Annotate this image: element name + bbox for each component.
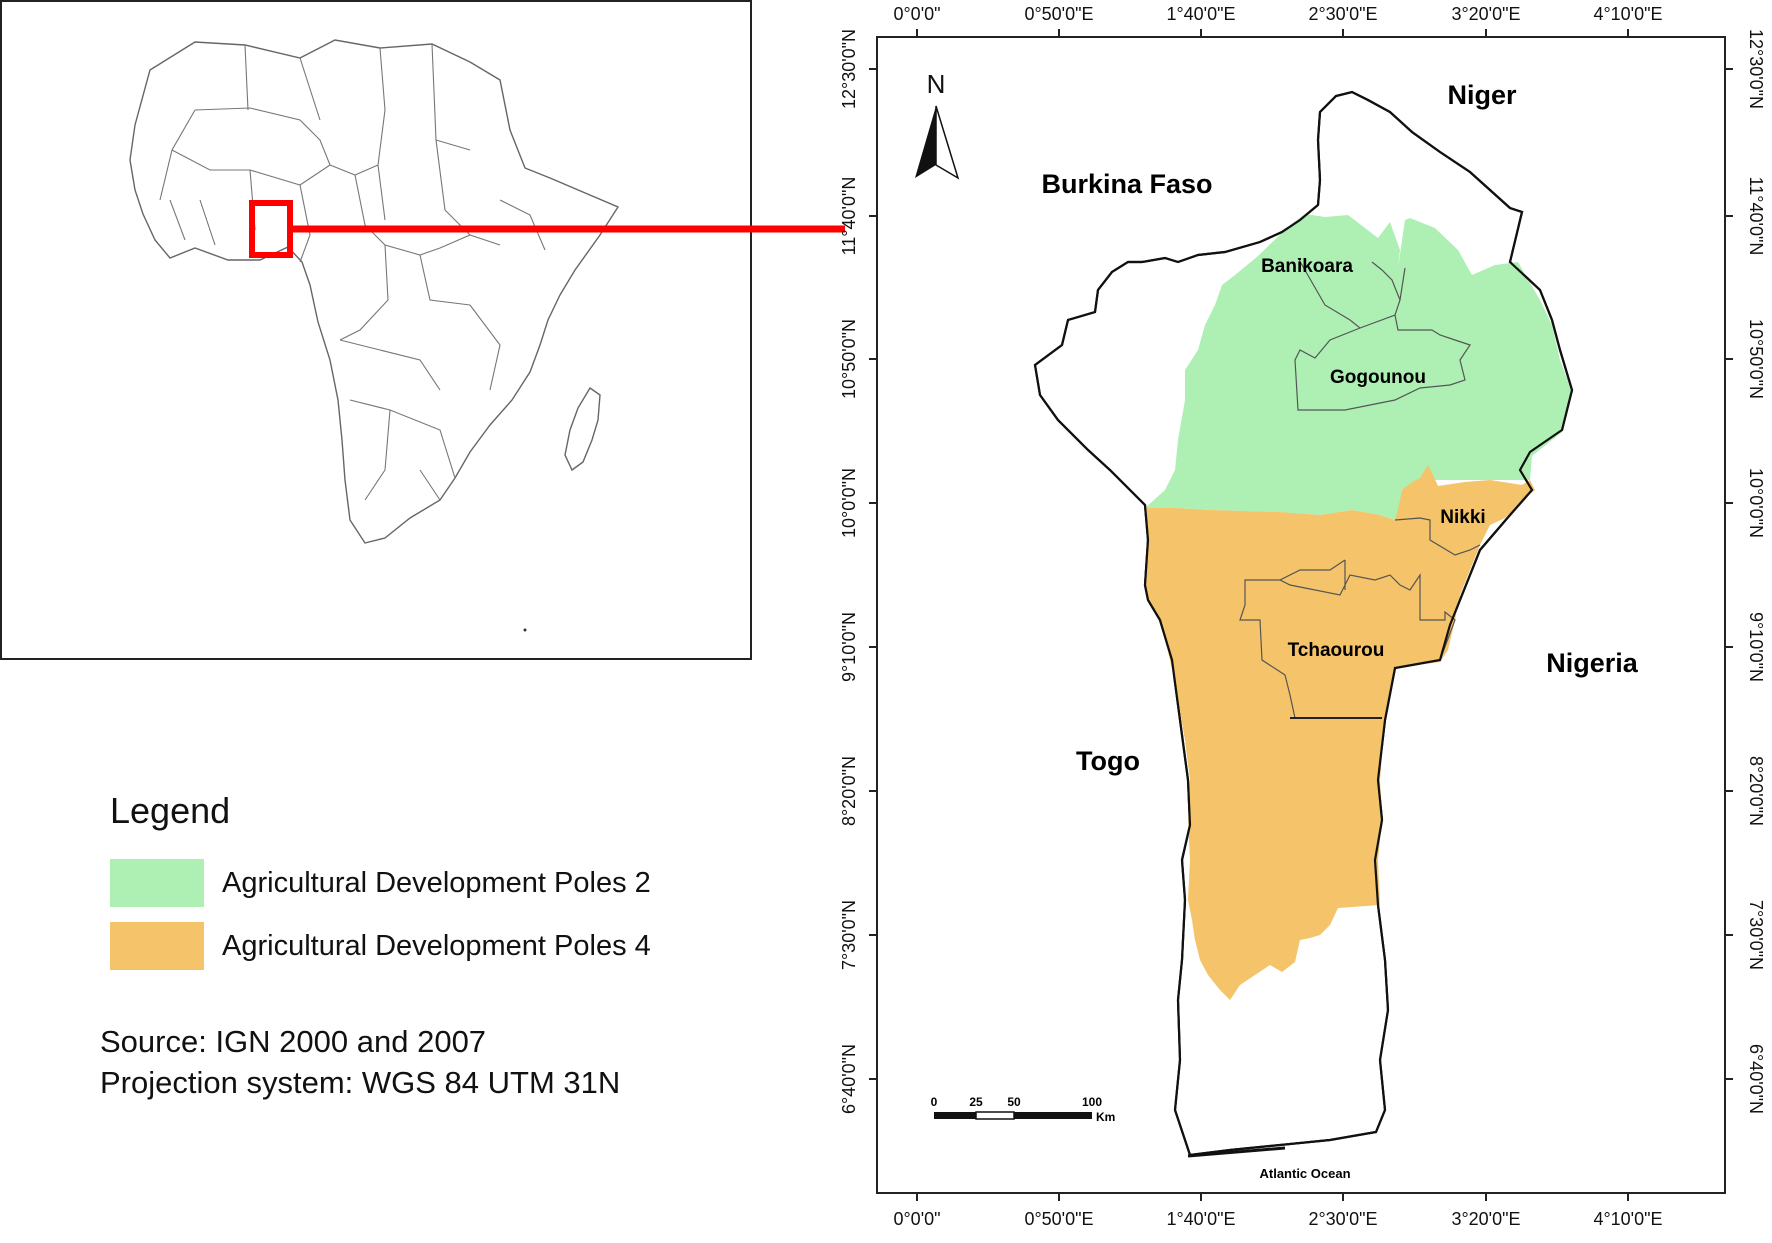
lon-label-bottom: 0°50'0"E [1024,1209,1093,1229]
lat-label-right: 9°10'0"N [1746,612,1766,682]
scale-seg-2 [975,1111,1015,1120]
district-boundaries [1239,257,1481,719]
lon-label-top: 1°40'0"E [1166,4,1235,24]
lat-labels-right: 12°30'0"N 11°40'0"N 10°50'0"N 10°0'0"N 9… [1746,29,1766,1114]
africa-outline [129,39,620,544]
lon-label-top: 0°50'0"E [1024,4,1093,24]
lat-label-left: 10°0'0"N [839,468,859,538]
legend-item-pda2: Agricultural Development Poles 2 [110,859,651,907]
label-gogounou: Gogounou [1330,367,1426,388]
scale-unit: Km [1096,1110,1115,1124]
lat-labels-left: 12°30'0"N 11°40'0"N 10°50'0"N 10°0'0"N 9… [839,29,859,1114]
pda4-zone [1145,465,1535,1000]
pda2-zone [1145,214,1572,520]
source-note: Source: IGN 2000 and 2007 [100,1024,487,1059]
scale-tick-0: 0 [931,1095,938,1109]
scale-seg-3 [1014,1112,1092,1119]
legend-item-pda4: Agricultural Development Poles 4 [110,922,651,970]
label-banikoara: Banikoara [1261,256,1353,277]
lon-label-bottom: 0°0'0" [893,1209,940,1229]
north-arrow: N [915,69,960,180]
lon-labels-top: 0°0'0" 0°50'0"E 1°40'0"E 2°30'0"E 3°20'0… [893,4,1662,24]
legend-swatch-pda2 [110,859,204,907]
lat-label-left: 7°30'0"N [839,900,859,970]
inset-africa-map [0,0,845,660]
lat-label-right: 7°30'0"N [1746,900,1766,970]
label-atlantic-ocean: Atlantic Ocean [1259,1166,1350,1181]
lat-label-right: 12°30'0"N [1746,29,1766,109]
graticule-ticks [869,29,1733,1201]
projection-note: Projection system: WGS 84 UTM 31N [100,1065,621,1100]
legend-label-pda2: Agricultural Development Poles 2 [222,866,651,899]
scale-tick-25: 25 [969,1095,983,1109]
benin-map: N 0 25 50 100 Km Niger Burkina Faso Nige… [839,4,1766,1229]
scale-tick-100: 100 [1082,1095,1102,1109]
lat-label-left: 10°50'0"N [839,319,859,399]
north-arrow-right [935,105,960,180]
lat-label-right: 11°40'0"N [1746,177,1766,256]
north-arrow-label: N [927,69,946,99]
legend-label-pda4: Agricultural Development Poles 4 [222,929,651,962]
lon-label-bottom: 4°10'0"E [1593,1209,1662,1229]
north-arrow-left [915,106,936,178]
lon-label-top: 3°20'0"E [1451,4,1520,24]
label-niger: Niger [1447,80,1517,110]
lon-label-bottom: 2°30'0"E [1308,1209,1377,1229]
island-dot [523,628,527,632]
lon-label-bottom: 1°40'0"E [1166,1209,1235,1229]
lat-label-left: 8°20'0"N [839,756,859,826]
scale-bar: 0 25 50 100 Km [931,1095,1116,1124]
lat-label-right: 8°20'0"N [1746,756,1766,826]
benin-outline-top [1033,90,1574,1157]
lat-label-right: 6°40'0"N [1746,1044,1766,1114]
label-nikki: Nikki [1440,507,1485,528]
africa-borders [159,43,546,501]
label-burkina-faso: Burkina Faso [1041,169,1212,199]
lat-label-right: 10°0'0"N [1746,468,1766,538]
lat-label-left: 6°40'0"N [839,1044,859,1114]
scale-tick-50: 50 [1007,1095,1021,1109]
scale-seg-1 [934,1112,976,1119]
label-nigeria: Nigeria [1546,648,1639,678]
legend-swatch-pda4 [110,922,204,970]
lon-label-bottom: 3°20'0"E [1451,1209,1520,1229]
lat-label-left: 9°10'0"N [839,612,859,682]
label-tchaourou: Tchaourou [1288,640,1385,661]
lat-label-right: 10°50'0"N [1746,319,1766,399]
legend-title: Legend [110,790,231,831]
label-togo: Togo [1076,746,1140,776]
lon-label-top: 0°0'0" [893,4,940,24]
lon-labels-bottom: 0°0'0" 0°50'0"E 1°40'0"E 2°30'0"E 3°20'0… [893,1209,1662,1229]
madagascar [564,386,601,472]
lon-label-top: 4°10'0"E [1593,4,1662,24]
lat-label-left: 12°30'0"N [839,29,859,109]
lat-label-left: 11°40'0"N [839,177,859,256]
coastline [1187,1146,1286,1158]
lon-label-top: 2°30'0"E [1308,4,1377,24]
